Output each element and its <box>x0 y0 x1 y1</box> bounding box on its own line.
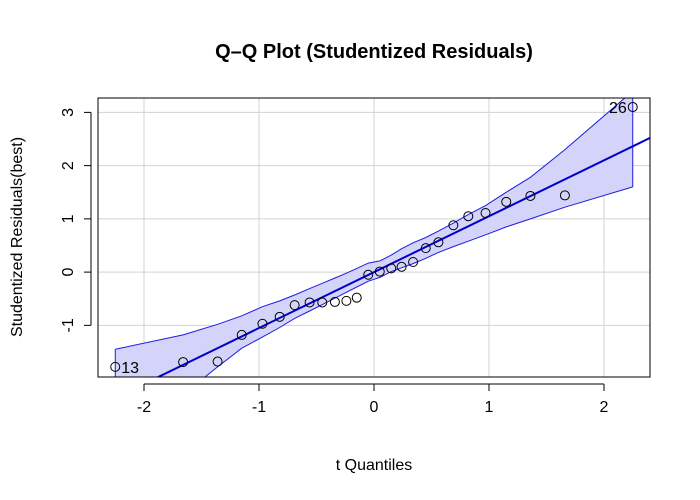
y-axis-label: Studentized Residuals(best) <box>9 137 26 337</box>
y-tick-label: 3 <box>60 108 77 117</box>
data-point <box>304 297 315 308</box>
point-label: 13 <box>121 360 139 377</box>
data-point <box>274 311 285 322</box>
data-point <box>525 190 536 201</box>
confidence-band-layer <box>114 98 634 377</box>
data-point <box>480 208 491 219</box>
data-point <box>374 266 385 277</box>
data-point <box>501 196 512 207</box>
y-tick-label: 1 <box>60 214 77 223</box>
x-tick-label: 0 <box>370 399 379 416</box>
chart-title: Q–Q Plot (Studentized Residuals) <box>215 41 533 63</box>
band-lower-edge <box>204 186 633 377</box>
data-point <box>408 256 419 267</box>
data-points-layer: 13 26 <box>110 100 638 377</box>
x-axis-label: t Quantiles <box>336 457 412 474</box>
data-point <box>351 292 362 303</box>
data-point <box>212 356 223 367</box>
data-point <box>341 295 352 306</box>
data-point <box>433 237 444 248</box>
x-tick-label: -2 <box>137 399 151 416</box>
x-tick-label: -1 <box>252 399 266 416</box>
data-point <box>317 297 328 308</box>
data-point <box>559 190 570 201</box>
reference-line-layer <box>155 137 650 377</box>
data-point <box>236 329 247 340</box>
reference-line <box>155 137 650 377</box>
data-point <box>329 296 340 307</box>
y-tick-label: 2 <box>60 161 77 170</box>
data-point <box>289 300 300 311</box>
data-point <box>627 102 638 113</box>
data-point <box>257 318 268 329</box>
data-point <box>420 243 431 254</box>
confidence-band <box>115 98 633 377</box>
x-tick-label: 1 <box>485 399 494 416</box>
axes: -2 -1 0 1 2 -1 0 1 2 3 <box>60 108 609 416</box>
plot-frame <box>97 97 651 378</box>
data-point <box>448 220 459 231</box>
y-tick-label: -1 <box>60 318 77 332</box>
data-point <box>396 261 407 272</box>
data-point <box>110 361 121 372</box>
point-label: 26 <box>609 100 627 117</box>
data-point <box>463 211 474 222</box>
band-upper-edge <box>115 98 626 350</box>
y-tick-label: 0 <box>60 268 77 277</box>
data-point <box>178 357 189 368</box>
x-tick-label: 2 <box>600 399 609 416</box>
data-point <box>363 269 374 280</box>
data-point <box>386 263 397 274</box>
